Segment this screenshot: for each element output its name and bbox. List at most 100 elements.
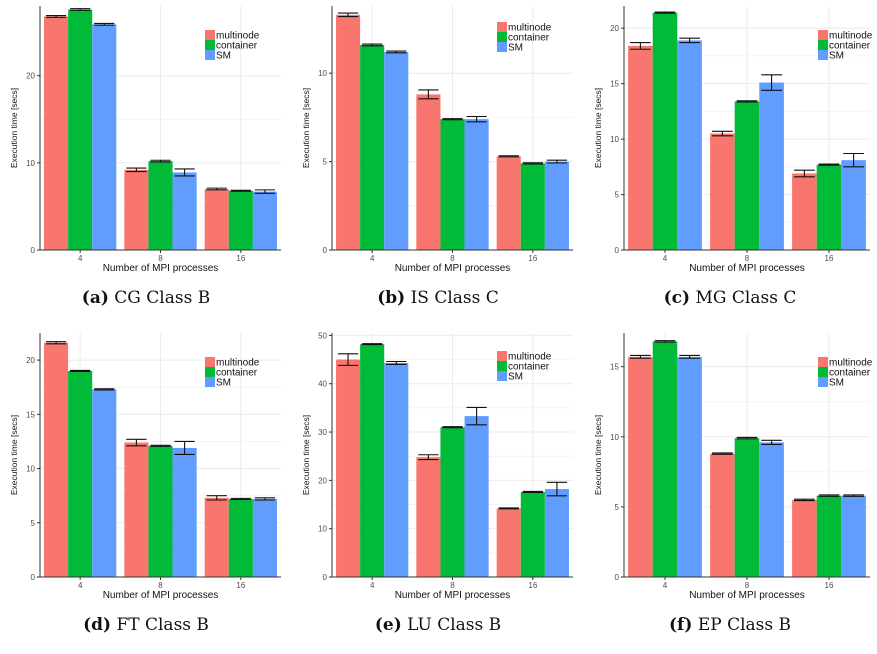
bar-SM-16 — [252, 498, 277, 577]
error-bar-container-4 — [654, 340, 676, 343]
x-tick-label: 8 — [450, 254, 455, 263]
y-axis-title: Execution time [secs] — [9, 415, 19, 495]
chart-panel-f: 0 5 10 15 4 8 16 Number of MPI processes Executi… — [584, 327, 876, 654]
x-tick-label: 4 — [663, 581, 668, 590]
bar-multinode-8 — [710, 133, 735, 250]
y-tick-label: 0 — [615, 573, 620, 582]
caption-text: LU Class B — [407, 615, 502, 635]
bar-multinode-4 — [44, 342, 69, 577]
x-tick-label: 16 — [236, 254, 245, 263]
x-tick-label: 4 — [78, 581, 83, 590]
caption-tag: (a) — [81, 288, 109, 308]
caption-text: MG Class C — [695, 288, 797, 308]
error-bar-container-16 — [818, 163, 840, 166]
y-axis-title: Execution time [secs] — [593, 88, 603, 168]
y-tick-label: 5 — [323, 158, 328, 167]
bars — [336, 12, 569, 251]
error-bar-SM-8 — [761, 439, 782, 446]
chart-panel-c: 0 5 10 15 20 4 8 16 Number of MPI processes Execu… — [584, 0, 876, 327]
x-tick-label: 16 — [825, 254, 834, 263]
chart-panel-d: 0 5 10 15 20 4 8 16 Number of MPI processes Execu… — [0, 327, 292, 654]
bar-multinode-8 — [124, 169, 149, 250]
error-bar-multinode-16 — [498, 507, 519, 510]
y-tick-label: 5 — [31, 519, 36, 528]
error-bar-multinode-4 — [337, 12, 359, 18]
legend-key-multinode — [818, 357, 828, 367]
error-bar-container-4 — [70, 369, 91, 373]
error-bar-container-8 — [442, 118, 463, 121]
error-bar-container-8 — [442, 426, 463, 429]
error-bar-multinode-16 — [206, 495, 227, 501]
caption-a: (a) CG Class B — [0, 288, 292, 308]
y-tick-label: 0 — [615, 246, 620, 255]
error-bar-multinode-8 — [126, 438, 147, 447]
error-bar-SM-4 — [386, 360, 407, 365]
legend-label-multinode: multinode — [508, 23, 552, 34]
bar-container-4 — [652, 341, 678, 577]
x-tick-label: 4 — [370, 581, 375, 590]
x-tick-label: 8 — [745, 254, 750, 263]
legend-label-container: container — [216, 368, 258, 379]
error-bar-multinode-16 — [794, 169, 815, 178]
bar-multinode-4 — [628, 45, 653, 250]
legend-key-SM — [497, 42, 507, 52]
bar-multinode-4 — [628, 356, 653, 577]
bar-SM-8 — [464, 119, 489, 250]
error-bar-multinode-4 — [337, 353, 359, 366]
error-bar-multinode-16 — [794, 498, 815, 502]
bar-SM-4 — [384, 51, 409, 251]
caption-c: (c) MG Class C — [584, 288, 876, 308]
legend-label-container: container — [508, 33, 550, 44]
bar-container-16 — [520, 163, 545, 250]
legend-label-SM: SM — [216, 378, 231, 389]
bar-multinode-16 — [792, 173, 817, 250]
chart-mg: 0 5 10 15 20 4 8 16 Number of MPI processes Execu… — [593, 6, 873, 274]
error-bar-multinode-4 — [45, 341, 67, 345]
bar-SM-8 — [464, 416, 489, 577]
y-tick-label: 50 — [318, 331, 327, 340]
caption-f: (f) EP Class B — [584, 615, 876, 635]
error-bar-SM-8 — [466, 115, 487, 123]
y-tick-label: 10 — [318, 69, 327, 78]
y-tick-label: 20 — [26, 72, 35, 81]
error-bar-SM-16 — [254, 189, 276, 194]
caption-tag: (d) — [83, 615, 112, 635]
bar-container-8 — [148, 161, 173, 250]
error-bar-SM-16 — [546, 481, 568, 497]
x-tick-label: 4 — [663, 254, 668, 263]
x-tick-label: 8 — [745, 581, 750, 590]
bar-multinode-16 — [792, 499, 817, 577]
legend-key-SM — [205, 377, 215, 387]
chart-panel-b: 0 5 10 4 8 16 Number of MPI processes Execution… — [292, 0, 584, 327]
bar-SM-8 — [759, 82, 784, 250]
bar-multinode-4 — [44, 16, 69, 251]
y-tick-label: 10 — [26, 465, 35, 474]
error-bar-multinode-16 — [498, 155, 519, 158]
bar-multinode-16 — [204, 189, 229, 250]
legend-key-SM — [818, 377, 828, 387]
bar-container-16 — [816, 495, 842, 577]
legend-key-container — [205, 367, 215, 377]
bar-container-16 — [228, 498, 253, 577]
bar-SM-16 — [841, 160, 866, 250]
bar-container-4 — [68, 9, 93, 250]
error-bar-SM-4 — [94, 388, 115, 391]
bar-container-8 — [734, 101, 760, 250]
error-bar-container-16 — [818, 494, 840, 497]
legend-key-SM — [205, 50, 215, 60]
y-axis-title: Execution time [secs] — [301, 415, 311, 495]
x-tick-label: 4 — [78, 254, 83, 263]
error-bar-multinode-8 — [418, 89, 439, 100]
bar-multinode-4 — [336, 14, 361, 251]
legend-key-multinode — [497, 351, 507, 361]
y-tick-label: 5 — [615, 503, 620, 512]
legend-key-container — [818, 40, 828, 50]
y-axis-title: Execution time [secs] — [593, 415, 603, 495]
error-bar-container-16 — [522, 490, 543, 493]
y-tick-label: 20 — [610, 24, 619, 33]
y-tick-label: 10 — [610, 135, 619, 144]
error-bar-container-4 — [654, 11, 676, 14]
error-bar-container-8 — [150, 159, 171, 163]
